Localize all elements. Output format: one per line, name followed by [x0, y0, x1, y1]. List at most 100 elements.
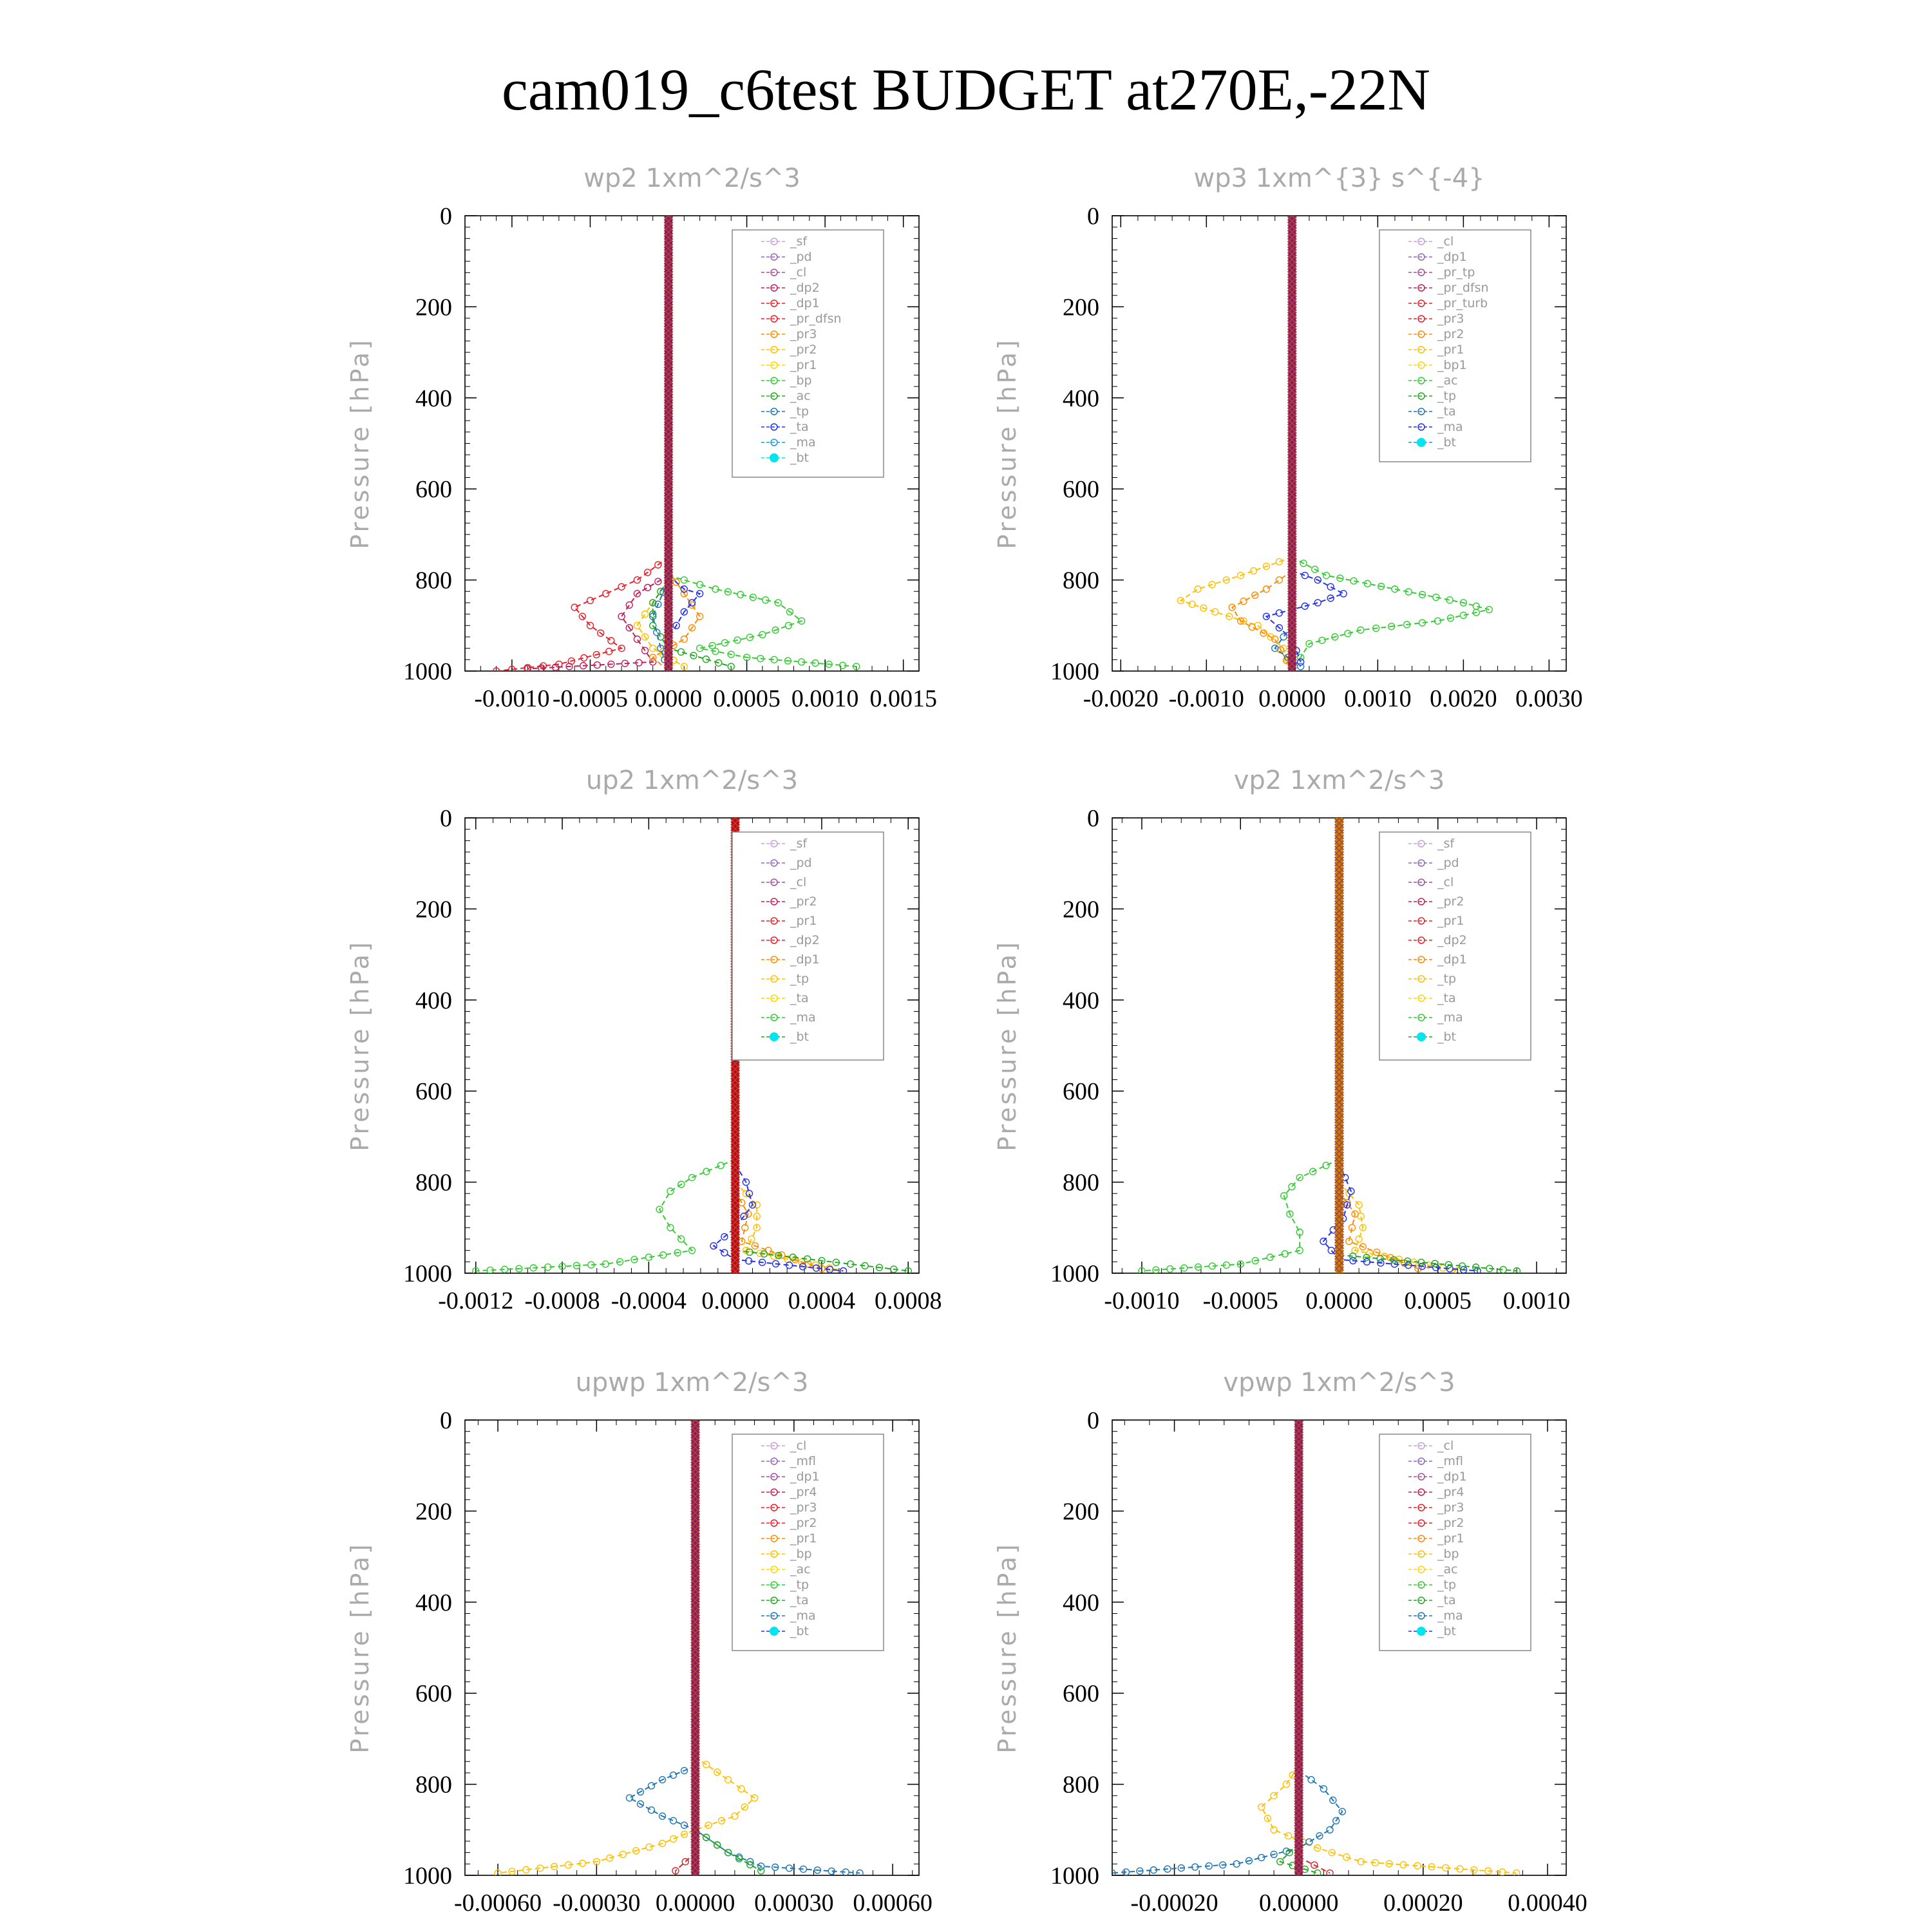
panel-1: wp2 1xm^2/s^3 Pressure [hPa] 0 200 400 600 800…: [346, 164, 937, 712]
data-point: [724, 1848, 732, 1857]
data-point: [667, 1188, 674, 1195]
y-tick-label: 800: [415, 567, 452, 594]
data-point: [811, 659, 819, 667]
legend-label: _ta: [1437, 991, 1456, 1005]
x-tick-label: -0.0008: [524, 1287, 600, 1314]
legend-label: _bp: [790, 374, 812, 388]
data-point: [1359, 1243, 1367, 1251]
legend-entry: _dp1: [761, 952, 820, 967]
data-point: [1245, 1857, 1253, 1865]
legend-marker: [1417, 917, 1425, 925]
data-point: [1177, 1864, 1186, 1872]
legend-marker: [1417, 392, 1425, 400]
series-_pr1: [731, 1178, 848, 1273]
data-point: [680, 1821, 688, 1829]
legend-label: _ta: [790, 420, 809, 434]
data-point: [1236, 1260, 1244, 1268]
data-point: [1332, 1817, 1340, 1824]
data-point: [621, 659, 629, 667]
data-point: [680, 1830, 688, 1839]
data-point: [1222, 576, 1231, 584]
data-point: [750, 1794, 759, 1802]
series-line: [1338, 1191, 1419, 1269]
legend-marker: [770, 392, 778, 400]
panel-title: vp2 1xm^2/s^3: [1234, 766, 1445, 795]
data-point: [742, 1246, 750, 1255]
legend-entry: _ta: [761, 1593, 809, 1607]
data-point: [654, 600, 662, 609]
legend-marker: [1417, 859, 1425, 867]
legend-marker: [770, 423, 778, 431]
legend-marker: [1417, 1566, 1425, 1573]
legend-box: [732, 229, 884, 478]
data-point: [625, 1794, 634, 1802]
legend-label: _ta: [1437, 1593, 1456, 1607]
data-point: [1459, 599, 1468, 607]
legend-marker: [770, 439, 778, 446]
legend-entry: _dp1: [761, 296, 820, 310]
data-point: [649, 612, 657, 620]
data-point: [1459, 1265, 1468, 1273]
legend-label: _pr1: [1437, 914, 1464, 928]
data-point: [1152, 1266, 1160, 1273]
data-point: [1296, 658, 1305, 666]
data-point: [1343, 1201, 1351, 1209]
legend-entry: _pr3: [1408, 312, 1464, 326]
plot-area: [492, 216, 860, 671]
data-point: [649, 658, 657, 666]
x-tick-label: -0.0010: [474, 685, 549, 712]
data-point: [1164, 1865, 1171, 1873]
data-point: [753, 1212, 761, 1220]
data-point: [1311, 565, 1319, 573]
data-point: [1194, 585, 1202, 593]
data-point: [1314, 599, 1321, 607]
legend-entry: _pr3: [1408, 1501, 1464, 1515]
x-tick-label: -0.0005: [1203, 1287, 1278, 1314]
data-point: [746, 1861, 754, 1869]
legend-box: [1379, 1434, 1531, 1651]
data-point: [1470, 1866, 1478, 1874]
y-tick-label: 400: [415, 987, 452, 1014]
legend-marker: [1417, 1550, 1425, 1558]
data-point: [1305, 639, 1313, 648]
data-point: [1349, 1256, 1357, 1265]
legend-entry: _pr4: [761, 1485, 817, 1499]
data-point: [635, 659, 643, 667]
series-line: [496, 556, 669, 671]
data-point: [1350, 577, 1358, 585]
data-point: [1485, 605, 1493, 614]
legend-entry: _ta: [1408, 991, 1456, 1005]
data-point: [1211, 608, 1219, 616]
legend-label: _pr2: [790, 1516, 817, 1530]
legend-entry: _cl: [1408, 1439, 1454, 1453]
data-point: [904, 1267, 912, 1273]
series-_ta: [1320, 1160, 1481, 1273]
y-tick-label: 0: [440, 203, 452, 230]
data-point: [1275, 609, 1283, 617]
legend-marker: [770, 1550, 778, 1558]
legend-entry: _ma: [1408, 1010, 1463, 1025]
data-point: [1318, 636, 1326, 644]
legend-marker: [770, 1596, 778, 1604]
data-point: [1345, 1237, 1353, 1245]
legend-marker: [770, 361, 778, 369]
data-point: [1270, 1826, 1278, 1834]
legend-entry: _ma: [1408, 1609, 1463, 1623]
legend-label: _bt: [1437, 1624, 1456, 1638]
data-point: [1285, 1848, 1293, 1857]
data-point: [812, 1264, 820, 1272]
data-point: [826, 1265, 834, 1273]
legend-marker: [1417, 1457, 1425, 1465]
legend-marker: [770, 917, 778, 925]
data-point: [649, 621, 657, 629]
legend-entry: _tp: [761, 972, 809, 986]
data-point: [645, 1843, 653, 1851]
data-point: [1288, 1182, 1296, 1191]
data-point: [1387, 623, 1396, 630]
data-point: [757, 654, 764, 663]
data-point: [760, 1250, 768, 1258]
x-tick-label: 0.00000: [1259, 1889, 1339, 1917]
x-tick-label: -0.0010: [1169, 685, 1244, 712]
data-point: [759, 630, 766, 639]
data-point: [696, 612, 704, 620]
